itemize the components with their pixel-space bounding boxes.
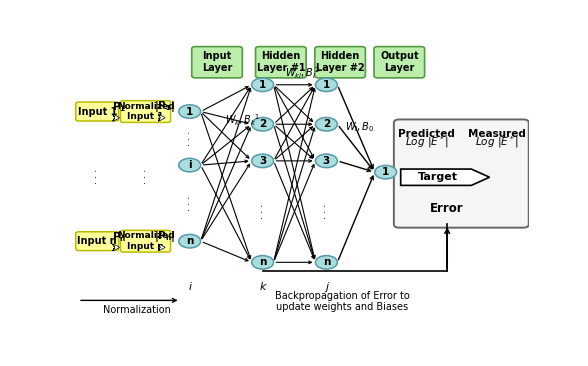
FancyBboxPatch shape — [121, 230, 171, 252]
Circle shape — [252, 255, 273, 269]
Text: Backpropagation of Error to
update weights and Biases: Backpropagation of Error to update weigh… — [275, 291, 410, 312]
Text: Output
Layer: Output Layer — [380, 52, 419, 73]
Text: · · ·: · · · — [185, 195, 195, 211]
Text: Target: Target — [418, 172, 458, 182]
Text: i: i — [188, 160, 192, 170]
Text: Hidden
Layer #1: Hidden Layer #1 — [256, 52, 305, 73]
Text: Normalized
Input 1: Normalized Input 1 — [116, 102, 174, 121]
FancyBboxPatch shape — [192, 46, 242, 78]
FancyBboxPatch shape — [394, 119, 529, 228]
Text: $W_k, B_k{}^1$: $W_k, B_k{}^1$ — [225, 112, 260, 128]
Text: · · ·: · · · — [92, 169, 102, 184]
Text: 3: 3 — [259, 156, 266, 166]
Text: $\mathbf{|P_1|}$: $\mathbf{|P_1|}$ — [154, 100, 175, 114]
Text: Normalization: Normalization — [103, 305, 171, 315]
FancyBboxPatch shape — [374, 46, 425, 78]
Text: $\mathbf{P_n}$: $\mathbf{P_n}$ — [112, 230, 126, 244]
Text: Input 1: Input 1 — [78, 107, 117, 116]
Text: n: n — [186, 236, 193, 246]
Text: n: n — [259, 257, 266, 267]
Text: j: j — [325, 282, 328, 292]
Text: Error: Error — [430, 202, 464, 215]
Circle shape — [179, 235, 201, 248]
FancyBboxPatch shape — [256, 46, 306, 78]
FancyArrow shape — [400, 169, 490, 186]
Text: $W_l, B_0$: $W_l, B_0$ — [345, 120, 375, 134]
Text: n: n — [323, 257, 330, 267]
Text: k: k — [259, 282, 266, 292]
Circle shape — [252, 117, 273, 131]
Text: · · ·: · · · — [258, 204, 268, 219]
Text: Input n: Input n — [78, 236, 117, 246]
Circle shape — [179, 158, 201, 172]
FancyBboxPatch shape — [121, 101, 171, 122]
Text: Measured: Measured — [469, 129, 526, 139]
FancyBboxPatch shape — [76, 102, 119, 121]
Text: Predicted: Predicted — [398, 129, 455, 139]
Circle shape — [316, 78, 338, 92]
Circle shape — [316, 117, 338, 131]
Text: · · ·: · · · — [185, 131, 195, 146]
Text: Log $|E^*|$: Log $|E^*|$ — [405, 135, 449, 150]
Circle shape — [316, 154, 338, 168]
FancyBboxPatch shape — [76, 232, 119, 251]
Circle shape — [179, 105, 201, 118]
Text: Input
Layer: Input Layer — [202, 52, 232, 73]
Circle shape — [252, 154, 273, 168]
Text: Normalized
Input n: Normalized Input n — [116, 231, 174, 251]
Text: i: i — [188, 282, 191, 292]
Circle shape — [375, 165, 396, 179]
Text: · · ·: · · · — [322, 204, 332, 219]
Circle shape — [316, 255, 338, 269]
Text: 2: 2 — [259, 119, 266, 129]
Circle shape — [252, 78, 273, 92]
Text: 1: 1 — [382, 167, 389, 177]
Text: · · ·: · · · — [141, 169, 151, 184]
Text: 3: 3 — [323, 156, 330, 166]
Text: $\mathbf{|P_n|}$: $\mathbf{|P_n|}$ — [154, 229, 175, 244]
FancyBboxPatch shape — [315, 46, 365, 78]
Text: $W_{kl}, B_l{}^2$: $W_{kl}, B_l{}^2$ — [285, 66, 320, 81]
Text: 1: 1 — [323, 80, 330, 90]
Text: $\mathbf{P_1}$: $\mathbf{P_1}$ — [112, 101, 126, 114]
Text: 1: 1 — [259, 80, 266, 90]
Text: 1: 1 — [186, 107, 193, 116]
Text: Log $|E^*|$: Log $|E^*|$ — [475, 135, 519, 150]
Text: 2: 2 — [323, 119, 330, 129]
Text: Hidden
Layer #2: Hidden Layer #2 — [316, 52, 365, 73]
